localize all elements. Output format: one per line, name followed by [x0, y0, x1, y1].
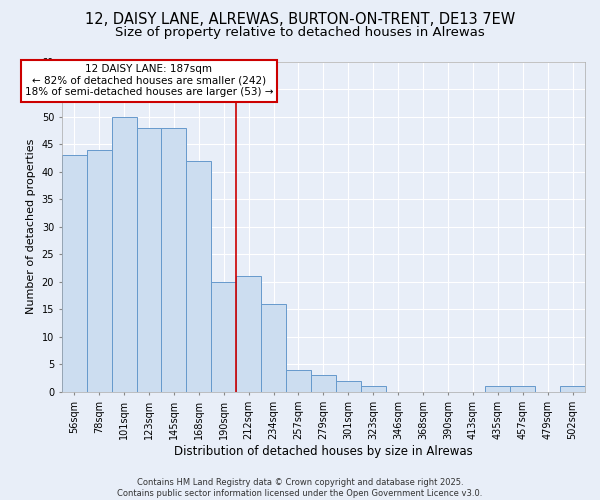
- Bar: [137, 128, 161, 392]
- Bar: [86, 150, 112, 392]
- Bar: [62, 155, 86, 392]
- Text: 12, DAISY LANE, ALREWAS, BURTON-ON-TRENT, DE13 7EW: 12, DAISY LANE, ALREWAS, BURTON-ON-TRENT…: [85, 12, 515, 28]
- Text: Size of property relative to detached houses in Alrewas: Size of property relative to detached ho…: [115, 26, 485, 39]
- Bar: [161, 128, 187, 392]
- X-axis label: Distribution of detached houses by size in Alrewas: Distribution of detached houses by size …: [174, 444, 473, 458]
- Bar: [286, 370, 311, 392]
- Bar: [112, 116, 137, 392]
- Bar: [187, 160, 211, 392]
- Bar: [361, 386, 386, 392]
- Bar: [560, 386, 585, 392]
- Bar: [236, 276, 261, 392]
- Bar: [485, 386, 510, 392]
- Text: 12 DAISY LANE: 187sqm
← 82% of detached houses are smaller (242)
18% of semi-det: 12 DAISY LANE: 187sqm ← 82% of detached …: [25, 64, 273, 98]
- Text: Contains HM Land Registry data © Crown copyright and database right 2025.
Contai: Contains HM Land Registry data © Crown c…: [118, 478, 482, 498]
- Bar: [211, 282, 236, 392]
- Bar: [510, 386, 535, 392]
- Bar: [261, 304, 286, 392]
- Y-axis label: Number of detached properties: Number of detached properties: [26, 139, 36, 314]
- Bar: [311, 376, 336, 392]
- Bar: [336, 381, 361, 392]
